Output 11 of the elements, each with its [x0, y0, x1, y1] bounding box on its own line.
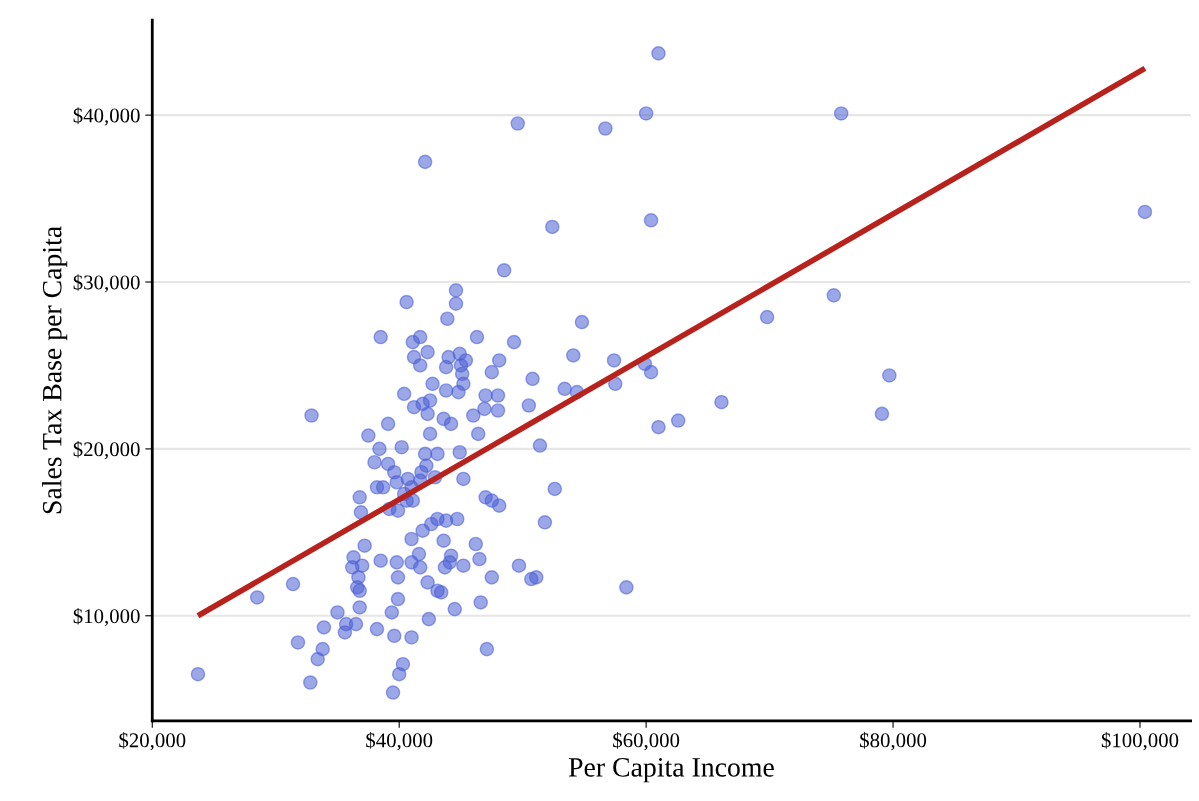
x-tick-label: $20,000 — [119, 732, 186, 751]
y-tick-label: $20,000 — [73, 441, 140, 460]
y-axis-title: Sales Tax Base per Capita — [42, 226, 68, 514]
x-tick-label: $80,000 — [860, 732, 927, 751]
x-tick-label: $100,000 — [1101, 732, 1179, 751]
y-tick-label: $40,000 — [73, 107, 140, 126]
x-axis-title: Per Capita Income — [568, 758, 774, 783]
y-tick-label: $30,000 — [73, 274, 140, 293]
x-tick-label: $60,000 — [613, 732, 680, 751]
y-tick-label: $10,000 — [73, 607, 140, 627]
x-tick-label: $40,000 — [366, 732, 433, 751]
